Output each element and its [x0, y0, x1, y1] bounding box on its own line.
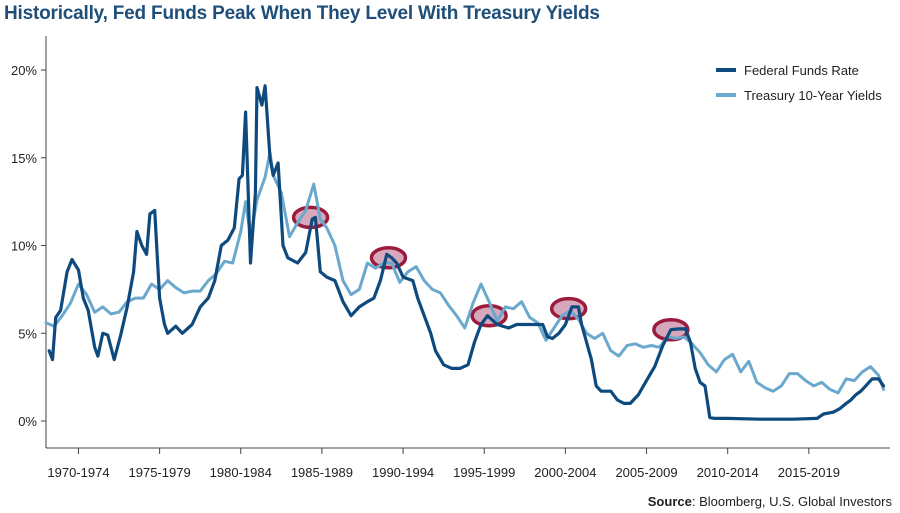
x-tick-label: 1980-1984 [210, 465, 272, 480]
legend-label: Federal Funds Rate [744, 63, 859, 78]
legend: Federal Funds Rate Treasury 10-Year Yield… [716, 63, 882, 103]
y-tick-label: 0% [18, 414, 37, 429]
x-tick-label: 2010-2014 [697, 465, 759, 480]
federal-funds-rate-line [47, 84, 886, 421]
y-tick-label: 20% [11, 63, 37, 78]
y-tick-label: 15% [11, 151, 37, 166]
chart-title: Historically, Fed Funds Peak When They L… [4, 3, 600, 24]
axes: 0% 5% 10% 15% 20% 1970-1974 1975-1979 1980-1984… [11, 36, 890, 480]
source-text: : Bloomberg, U.S. Global Investors [691, 494, 892, 509]
x-tick-label: 1985-1989 [291, 465, 353, 480]
x-tick-label: 2015-2019 [778, 465, 840, 480]
x-tick-label: 2005-2009 [615, 465, 677, 480]
y-tick-label: 10% [11, 239, 37, 254]
x-tick-label: 1990-1994 [372, 465, 434, 480]
source-label: Source [647, 494, 692, 509]
peak-highlight-marker [369, 246, 408, 270]
legend-label: Treasury 10-Year Yields [744, 88, 882, 103]
x-tick-label: 2000-2004 [534, 465, 596, 480]
treasury-10-year-line [44, 151, 885, 395]
x-tick-label: 1995-1999 [453, 465, 515, 480]
y-tick-label: 5% [18, 326, 37, 341]
x-tick-label: 1975-1979 [129, 465, 191, 480]
x-tick-label: 1970-1974 [47, 465, 109, 480]
series-lines [44, 84, 886, 421]
source-note: Source: Bloomberg, U.S. Global Investors [648, 494, 892, 509]
